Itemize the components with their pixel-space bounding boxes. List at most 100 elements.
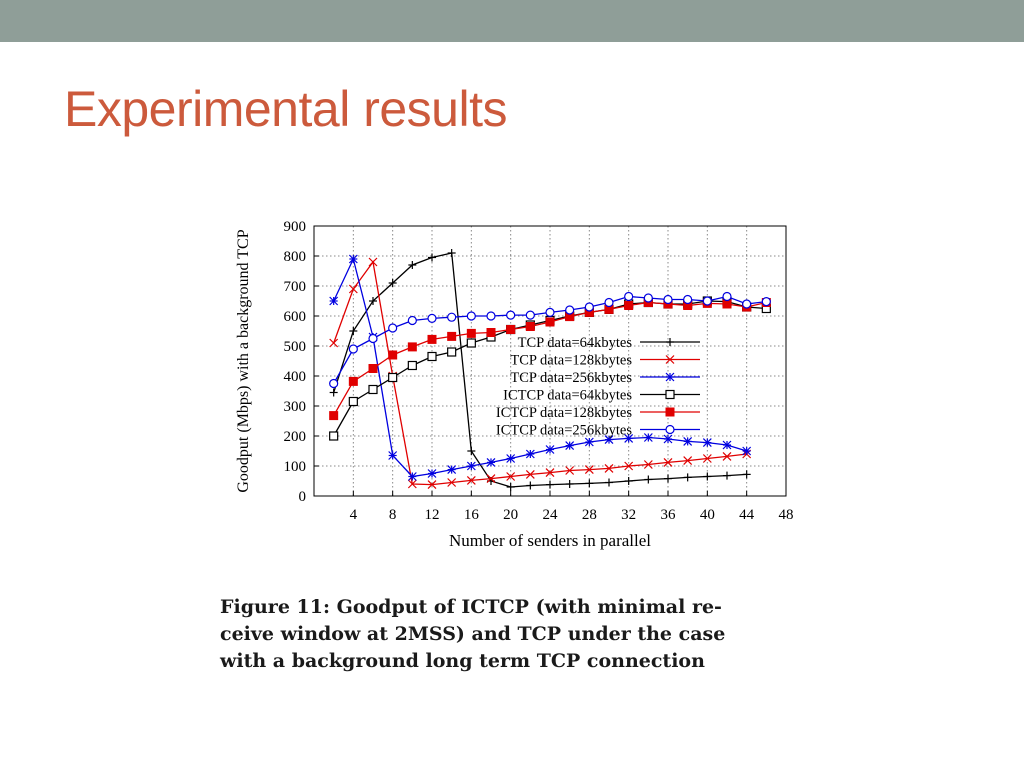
data-point <box>624 461 634 471</box>
data-point <box>368 333 378 344</box>
data-point <box>584 302 594 312</box>
x-tick-label: 44 <box>739 507 755 523</box>
data-point <box>525 469 535 479</box>
data-point <box>466 338 476 348</box>
data-point <box>624 301 634 310</box>
data-point <box>447 312 457 322</box>
data-point <box>643 433 653 442</box>
data-point <box>447 331 457 341</box>
data-point <box>466 461 476 471</box>
data-point <box>742 470 751 479</box>
data-point <box>742 299 752 309</box>
data-point <box>722 451 732 461</box>
y-tick-label: 300 <box>284 399 307 415</box>
data-point <box>447 347 457 357</box>
data-point <box>427 334 437 344</box>
data-point <box>388 323 398 333</box>
legend-entry: ICTCP data=256kbytes <box>496 423 700 439</box>
data-point <box>644 475 653 484</box>
data-point <box>584 437 594 447</box>
data-point <box>683 456 693 466</box>
x-tick-label: 32 <box>621 507 636 523</box>
data-point <box>388 372 398 383</box>
data-point <box>545 307 555 318</box>
data-point <box>604 463 614 473</box>
x-tick-label: 40 <box>700 507 715 523</box>
data-point <box>604 435 614 445</box>
goodput-chart: 4 8 12 16 20 24 28 32 36 40 44 48010020030040050060… <box>235 219 794 550</box>
data-point <box>506 454 516 463</box>
data-point <box>604 297 614 308</box>
x-tick-label: 4 <box>350 507 358 523</box>
caption-line: Figure 11: Goodput of ICTCP (with minima… <box>220 596 722 618</box>
x-tick-label: 36 <box>661 507 677 523</box>
data-point <box>427 351 437 362</box>
series <box>329 291 771 389</box>
y-tick-label: 0 <box>299 489 307 505</box>
slide-title: Experimental results <box>64 81 507 137</box>
series-line <box>333 260 747 486</box>
data-point <box>368 257 378 267</box>
data-point <box>703 472 712 481</box>
data-point <box>407 360 417 371</box>
data-point <box>565 480 574 488</box>
legend-entry: TCP data=128kbytes <box>510 353 700 369</box>
data-point <box>525 322 535 331</box>
data-point <box>447 465 457 475</box>
data-point <box>666 338 674 346</box>
x-tick-label: 8 <box>389 507 397 523</box>
data-point <box>368 364 378 373</box>
x-axis-label: Number of senders in parallel <box>449 531 651 550</box>
data-point <box>663 457 673 467</box>
data-point <box>605 478 613 487</box>
series-line <box>333 257 747 478</box>
data-point <box>663 294 673 305</box>
series <box>329 254 752 481</box>
data-point <box>349 327 358 335</box>
legend-entry: TCP data=256kbytes <box>510 370 700 386</box>
data-point <box>427 469 437 478</box>
data-point <box>565 305 575 315</box>
data-point <box>624 291 634 302</box>
y-tick-label: 600 <box>284 309 307 325</box>
data-point <box>348 376 358 386</box>
data-point <box>545 445 555 454</box>
legend-entry: ICTCP data=64kbytes <box>503 388 700 404</box>
x-tick-label: 48 <box>779 507 794 523</box>
data-point <box>643 293 653 303</box>
data-point <box>348 284 358 294</box>
data-point <box>665 355 675 364</box>
data-point <box>486 328 496 337</box>
data-point <box>722 291 732 302</box>
data-point <box>683 473 692 482</box>
data-point <box>388 279 397 287</box>
legend-label: ICTCP data=256kbytes <box>496 423 632 439</box>
y-tick-label: 800 <box>284 249 307 265</box>
data-point <box>408 261 417 269</box>
data-point <box>643 460 653 469</box>
x-tick-label: 16 <box>464 507 480 523</box>
data-point <box>466 328 476 338</box>
data-point <box>506 472 516 481</box>
data-point <box>565 441 575 451</box>
data-point <box>742 446 752 456</box>
data-point <box>722 440 732 450</box>
data-point <box>466 475 476 485</box>
y-tick-label: 500 <box>284 339 307 355</box>
data-point <box>486 311 496 321</box>
data-point <box>663 434 673 444</box>
top-bar <box>0 0 1024 42</box>
data-point <box>368 384 378 395</box>
data-point <box>506 483 515 491</box>
data-point <box>702 438 712 448</box>
data-point <box>624 477 633 485</box>
series-line <box>333 252 747 488</box>
data-point <box>683 294 693 305</box>
legend-entry: TCP data=64kbytes <box>518 335 700 351</box>
data-point <box>486 474 496 484</box>
x-tick-label: 12 <box>425 507 440 523</box>
data-point <box>722 299 732 309</box>
data-point <box>545 468 555 478</box>
data-point <box>329 338 339 348</box>
y-tick-label: 400 <box>284 369 307 385</box>
